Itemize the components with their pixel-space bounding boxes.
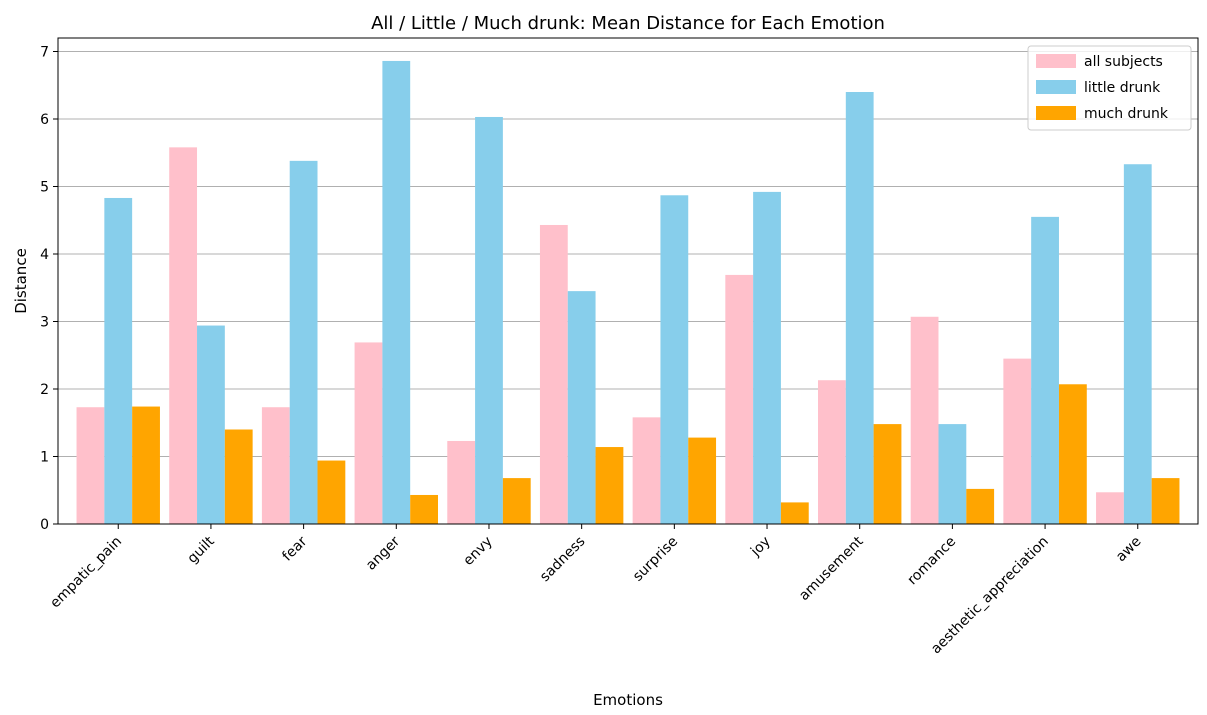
legend-label: little drunk <box>1084 80 1161 96</box>
bar-all-subjects-guilt <box>169 147 198 524</box>
x-tick-label: anger <box>363 533 403 573</box>
bar-little-drunk-romance <box>938 424 967 524</box>
x-tick-label: envy <box>460 534 495 569</box>
x-tick-label: surprise <box>630 534 681 585</box>
bar-much-drunk-amusement <box>873 424 902 524</box>
bar-much-drunk-anger <box>410 494 438 524</box>
bar-little-drunk-aesthetic_appreciation <box>1031 216 1059 524</box>
legend-swatch <box>1036 106 1076 120</box>
bars <box>76 60 1180 524</box>
legend-label: much drunk <box>1084 106 1169 122</box>
x-tick-label: sadness <box>537 534 589 586</box>
bar-all-subjects-empatic_pain <box>76 407 105 524</box>
x-axis-label: Emotions <box>593 691 663 709</box>
x-tick-label: joy <box>747 534 774 561</box>
y-tick-label: 1 <box>40 450 49 466</box>
y-tick-label: 0 <box>40 517 49 533</box>
bar-little-drunk-anger <box>382 60 411 524</box>
bar-little-drunk-awe <box>1123 164 1152 524</box>
plot-frame <box>57 37 1199 525</box>
x-tick-label: fear <box>279 533 310 564</box>
bar-all-subjects-aesthetic_appreciation <box>1003 358 1032 524</box>
bar-little-drunk-surprise <box>660 195 689 524</box>
bar-all-subjects-amusement <box>818 380 846 524</box>
bar-much-drunk-envy <box>502 478 531 524</box>
bar-all-subjects-joy <box>725 274 754 524</box>
legend-label: all subjects <box>1084 54 1163 70</box>
x-tick-label: awe <box>1113 534 1145 566</box>
x-tick-label: empatic_pain <box>47 534 125 612</box>
legend: all subjects little drunk much drunk <box>1027 45 1192 131</box>
bar-all-subjects-romance <box>910 316 939 524</box>
bar-much-drunk-sadness <box>595 447 624 524</box>
bar-much-drunk-guilt <box>224 429 253 524</box>
bar-much-drunk-romance <box>966 488 995 524</box>
bar-all-subjects-surprise <box>632 417 661 524</box>
y-tick-label: 6 <box>40 112 49 128</box>
legend-swatch <box>1036 80 1076 94</box>
y-tick-label: 7 <box>40 45 49 61</box>
bar-much-drunk-empatic_pain <box>132 406 160 524</box>
legend-swatch <box>1036 54 1076 68</box>
bar-much-drunk-aesthetic_appreciation <box>1058 384 1087 524</box>
bar-little-drunk-envy <box>475 116 503 524</box>
bar-little-drunk-empatic_pain <box>104 197 133 524</box>
bar-much-drunk-surprise <box>688 437 717 524</box>
bar-much-drunk-joy <box>780 502 809 524</box>
bar-little-drunk-sadness <box>567 291 596 524</box>
bar-little-drunk-guilt <box>197 325 225 524</box>
bar-little-drunk-joy <box>753 191 781 524</box>
bar-all-subjects-fear <box>261 407 290 524</box>
y-tick-label: 4 <box>40 247 49 263</box>
bar-much-drunk-fear <box>317 460 346 524</box>
x-tick-label: romance <box>904 534 959 589</box>
bar-little-drunk-fear <box>289 160 318 524</box>
y-tick-label: 3 <box>40 315 49 331</box>
bar-all-subjects-sadness <box>539 224 568 524</box>
bar-little-drunk-amusement <box>845 92 874 524</box>
bar-all-subjects-awe <box>1096 492 1124 524</box>
y-tick-label: 2 <box>40 382 49 398</box>
bar-all-subjects-anger <box>354 342 383 524</box>
y-tick-label: 5 <box>40 180 49 196</box>
bar-much-drunk-awe <box>1151 478 1180 524</box>
chart-title: All / Little / Much drunk: Mean Distance… <box>371 13 885 34</box>
y-axis-label: Distance <box>12 248 30 314</box>
bar-all-subjects-envy <box>447 440 476 524</box>
x-tick-label: amusement <box>796 533 867 604</box>
x-tick-label: guilt <box>184 533 218 567</box>
